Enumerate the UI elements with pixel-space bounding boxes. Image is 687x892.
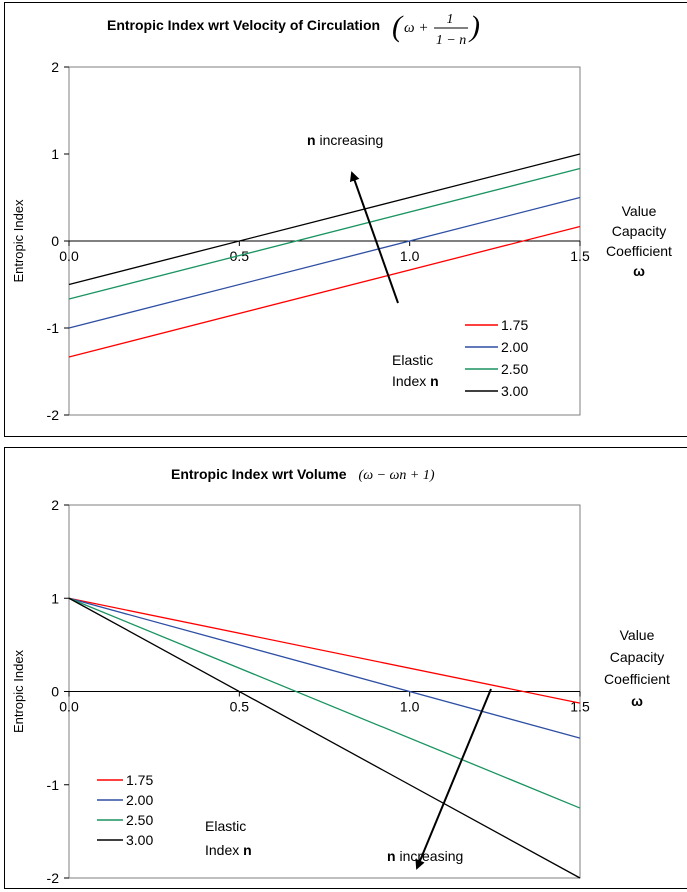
legend-title-line: Elastic	[392, 352, 433, 368]
series-line-1-75	[68, 597, 581, 704]
legend-title-line: Index n	[392, 373, 439, 389]
y-tick-label: 0	[51, 233, 59, 249]
x-tick-label: 1.5	[570, 248, 590, 264]
x-axis-label-line: Coefficient	[606, 243, 672, 259]
y-tick-label: -1	[47, 320, 60, 336]
legend-label: 2.00	[501, 339, 528, 355]
legend-label: 1.75	[501, 317, 528, 333]
x-tick-label: 1.0	[400, 248, 420, 264]
annotation-text: n increasing	[387, 848, 463, 864]
formula-paren-left: (	[392, 10, 404, 43]
chart-title: Entropic Index wrt Velocity of Circulati…	[107, 17, 380, 33]
legend-label: 3.00	[501, 383, 528, 399]
y-axis-label: Entropic Index	[11, 649, 26, 733]
series-line-2-00	[68, 597, 581, 739]
series-line-2-50	[68, 167, 581, 300]
series-line-2-00	[68, 196, 581, 329]
chart-title: Entropic Index wrt Volume	[171, 466, 347, 482]
legend-label: 1.75	[126, 772, 153, 788]
y-tick-label: 0	[51, 684, 59, 700]
formula-prefix: ω +	[404, 20, 428, 36]
x-tick-label: 0.5	[230, 699, 250, 715]
y-tick-label: -2	[47, 870, 60, 886]
x-tick-label: 0.0	[59, 699, 79, 715]
legend-title-line: Index n	[205, 842, 252, 858]
y-tick-label: -1	[47, 777, 60, 793]
x-tick-label: 0.0	[59, 248, 79, 264]
chart-volume-svg: Entropic Index wrt Volume (ω − ωn + 1) -2 -…	[11, 466, 670, 886]
legend-label: 2.00	[126, 792, 153, 808]
annotation-text: n increasing	[307, 132, 383, 148]
series-line-2-50	[68, 597, 581, 809]
x-axis-label-symbol: ω	[633, 263, 645, 279]
legend-label: 2.50	[126, 812, 153, 828]
x-tick-label: 1.5	[570, 699, 590, 715]
formula-text: (ω − ωn + 1)	[359, 468, 435, 483]
x-axis-label-line: Capacity	[610, 649, 664, 665]
x-axis-label-symbol: ω	[631, 693, 643, 709]
x-axis-label-line: Capacity	[612, 223, 666, 239]
series-line-1-75	[68, 225, 581, 358]
formula-numerator: 1	[447, 12, 454, 27]
y-tick-label: 1	[51, 146, 59, 162]
formula-denominator: 1 − n	[436, 33, 466, 48]
x-axis-label-line: Value	[620, 627, 655, 643]
x-axis-label-line: Value	[622, 203, 657, 219]
legend-title-line: Elastic	[205, 818, 246, 834]
y-tick-label: 1	[51, 590, 59, 606]
annotation-arrow	[349, 171, 399, 304]
series-line-3-00	[68, 153, 581, 286]
y-tick-label: 2	[51, 497, 59, 513]
formula-paren-right: )	[468, 10, 480, 43]
series-line-3-00	[68, 597, 581, 879]
x-axis-label-line: Coefficient	[604, 671, 670, 687]
chart-panel-velocity: Entropic Index wrt Velocity of Circulati…	[4, 2, 687, 437]
x-tick-label: 1.0	[400, 699, 420, 715]
chart-panel-volume: Entropic Index wrt Volume (ω − ωn + 1) -2 -…	[4, 447, 687, 889]
y-axis-label: Entropic Index	[11, 199, 26, 283]
legend-label: 3.00	[126, 832, 153, 848]
y-tick-label: 2	[51, 59, 59, 75]
legend-label: 2.50	[501, 361, 528, 377]
chart-velocity-svg: Entropic Index wrt Velocity of Circulati…	[11, 10, 672, 423]
annotation-arrow	[415, 688, 492, 870]
y-tick-label: -2	[47, 407, 60, 423]
